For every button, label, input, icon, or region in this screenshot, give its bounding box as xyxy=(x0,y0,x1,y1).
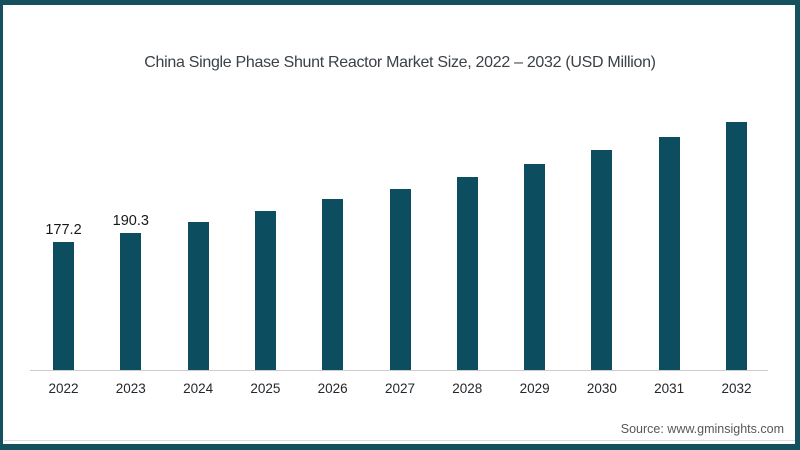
bar-2027 xyxy=(389,189,411,370)
x-tick-2030: 2030 xyxy=(586,381,617,396)
x-tick-2027: 2027 xyxy=(384,381,416,396)
bar-2022 xyxy=(53,242,74,370)
bottom-divider xyxy=(4,440,796,441)
bar-2023 xyxy=(120,233,142,370)
bar-2026 xyxy=(322,199,344,370)
x-tick-2031: 2031 xyxy=(654,381,685,396)
bar-2031 xyxy=(658,137,680,370)
bar-2024 xyxy=(187,222,209,370)
x-tick-2024: 2024 xyxy=(183,381,214,396)
bar-2032 xyxy=(726,122,747,370)
x-axis-line xyxy=(30,370,768,371)
chart-title: China Single Phase Shunt Reactor Market … xyxy=(144,54,656,71)
x-tick-2029: 2029 xyxy=(519,381,550,396)
value-label-2022: 177.2 xyxy=(45,222,82,238)
bar-2029 xyxy=(524,164,546,370)
value-label-2023: 190.3 xyxy=(112,213,149,229)
x-tick-2022: 2022 xyxy=(48,381,79,396)
x-tick-2028: 2028 xyxy=(452,381,483,396)
x-tick-2023: 2023 xyxy=(115,381,146,396)
source-credit: Source: www.gminsights.com xyxy=(620,422,784,436)
x-tick-2026: 2026 xyxy=(317,381,348,396)
x-tick-2025: 2025 xyxy=(250,381,281,396)
x-tick-2032: 2032 xyxy=(721,381,752,396)
bar-2028 xyxy=(456,177,478,370)
bar-2030 xyxy=(591,150,613,370)
bar-2025 xyxy=(254,211,276,370)
